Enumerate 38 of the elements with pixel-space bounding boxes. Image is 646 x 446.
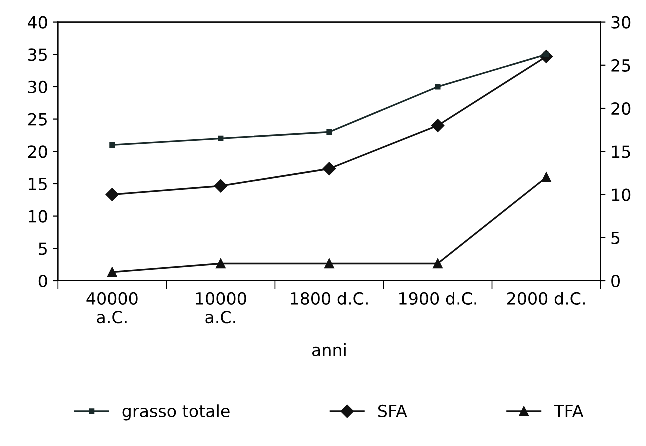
point xyxy=(216,258,226,269)
y-tick-label: 30 xyxy=(28,80,48,94)
x-tick-label: 40000 a.C. xyxy=(86,292,138,324)
y2-tick-label: 0 xyxy=(612,274,620,288)
y-tick-label: 15 xyxy=(29,178,47,191)
legend-label: grasso totale xyxy=(122,404,230,421)
x-tick-label: 1800 d.C. xyxy=(291,292,368,305)
point xyxy=(108,267,118,278)
y-tick-label: 35 xyxy=(28,48,47,62)
x-axis-title: anni xyxy=(312,344,346,356)
point xyxy=(435,84,441,90)
y2-tick-label: 5 xyxy=(612,232,620,244)
y2-tick-label: 15 xyxy=(612,146,630,158)
y2-tick-label: 20 xyxy=(612,102,631,116)
y-tick-label: 10 xyxy=(29,210,48,223)
point xyxy=(214,180,228,193)
y-tick-label: 5 xyxy=(39,242,47,256)
y-tick-label: 20 xyxy=(28,146,48,158)
point xyxy=(322,162,336,176)
point xyxy=(431,119,445,132)
x-tick-label: 1900 d.C. xyxy=(400,292,476,305)
legend-label: TFA xyxy=(554,405,584,418)
point xyxy=(433,258,443,269)
y2-tick-label: 25 xyxy=(612,59,630,72)
point xyxy=(324,258,334,269)
x-tick-label: 2000 d.C. xyxy=(507,292,585,305)
y2-tick-label: 30 xyxy=(612,16,631,29)
y-tick-label: 25 xyxy=(28,113,47,126)
y-tick-label: 40 xyxy=(28,16,48,29)
legend-label: SFA xyxy=(378,404,408,418)
y2-tick-label: 10 xyxy=(612,188,631,202)
point xyxy=(110,142,116,148)
point xyxy=(326,129,332,136)
y-tick-label: 0 xyxy=(38,274,48,288)
point xyxy=(218,136,224,142)
x-tick-label: 10000 a.C. xyxy=(196,292,246,324)
point xyxy=(106,188,119,202)
point xyxy=(542,172,552,182)
